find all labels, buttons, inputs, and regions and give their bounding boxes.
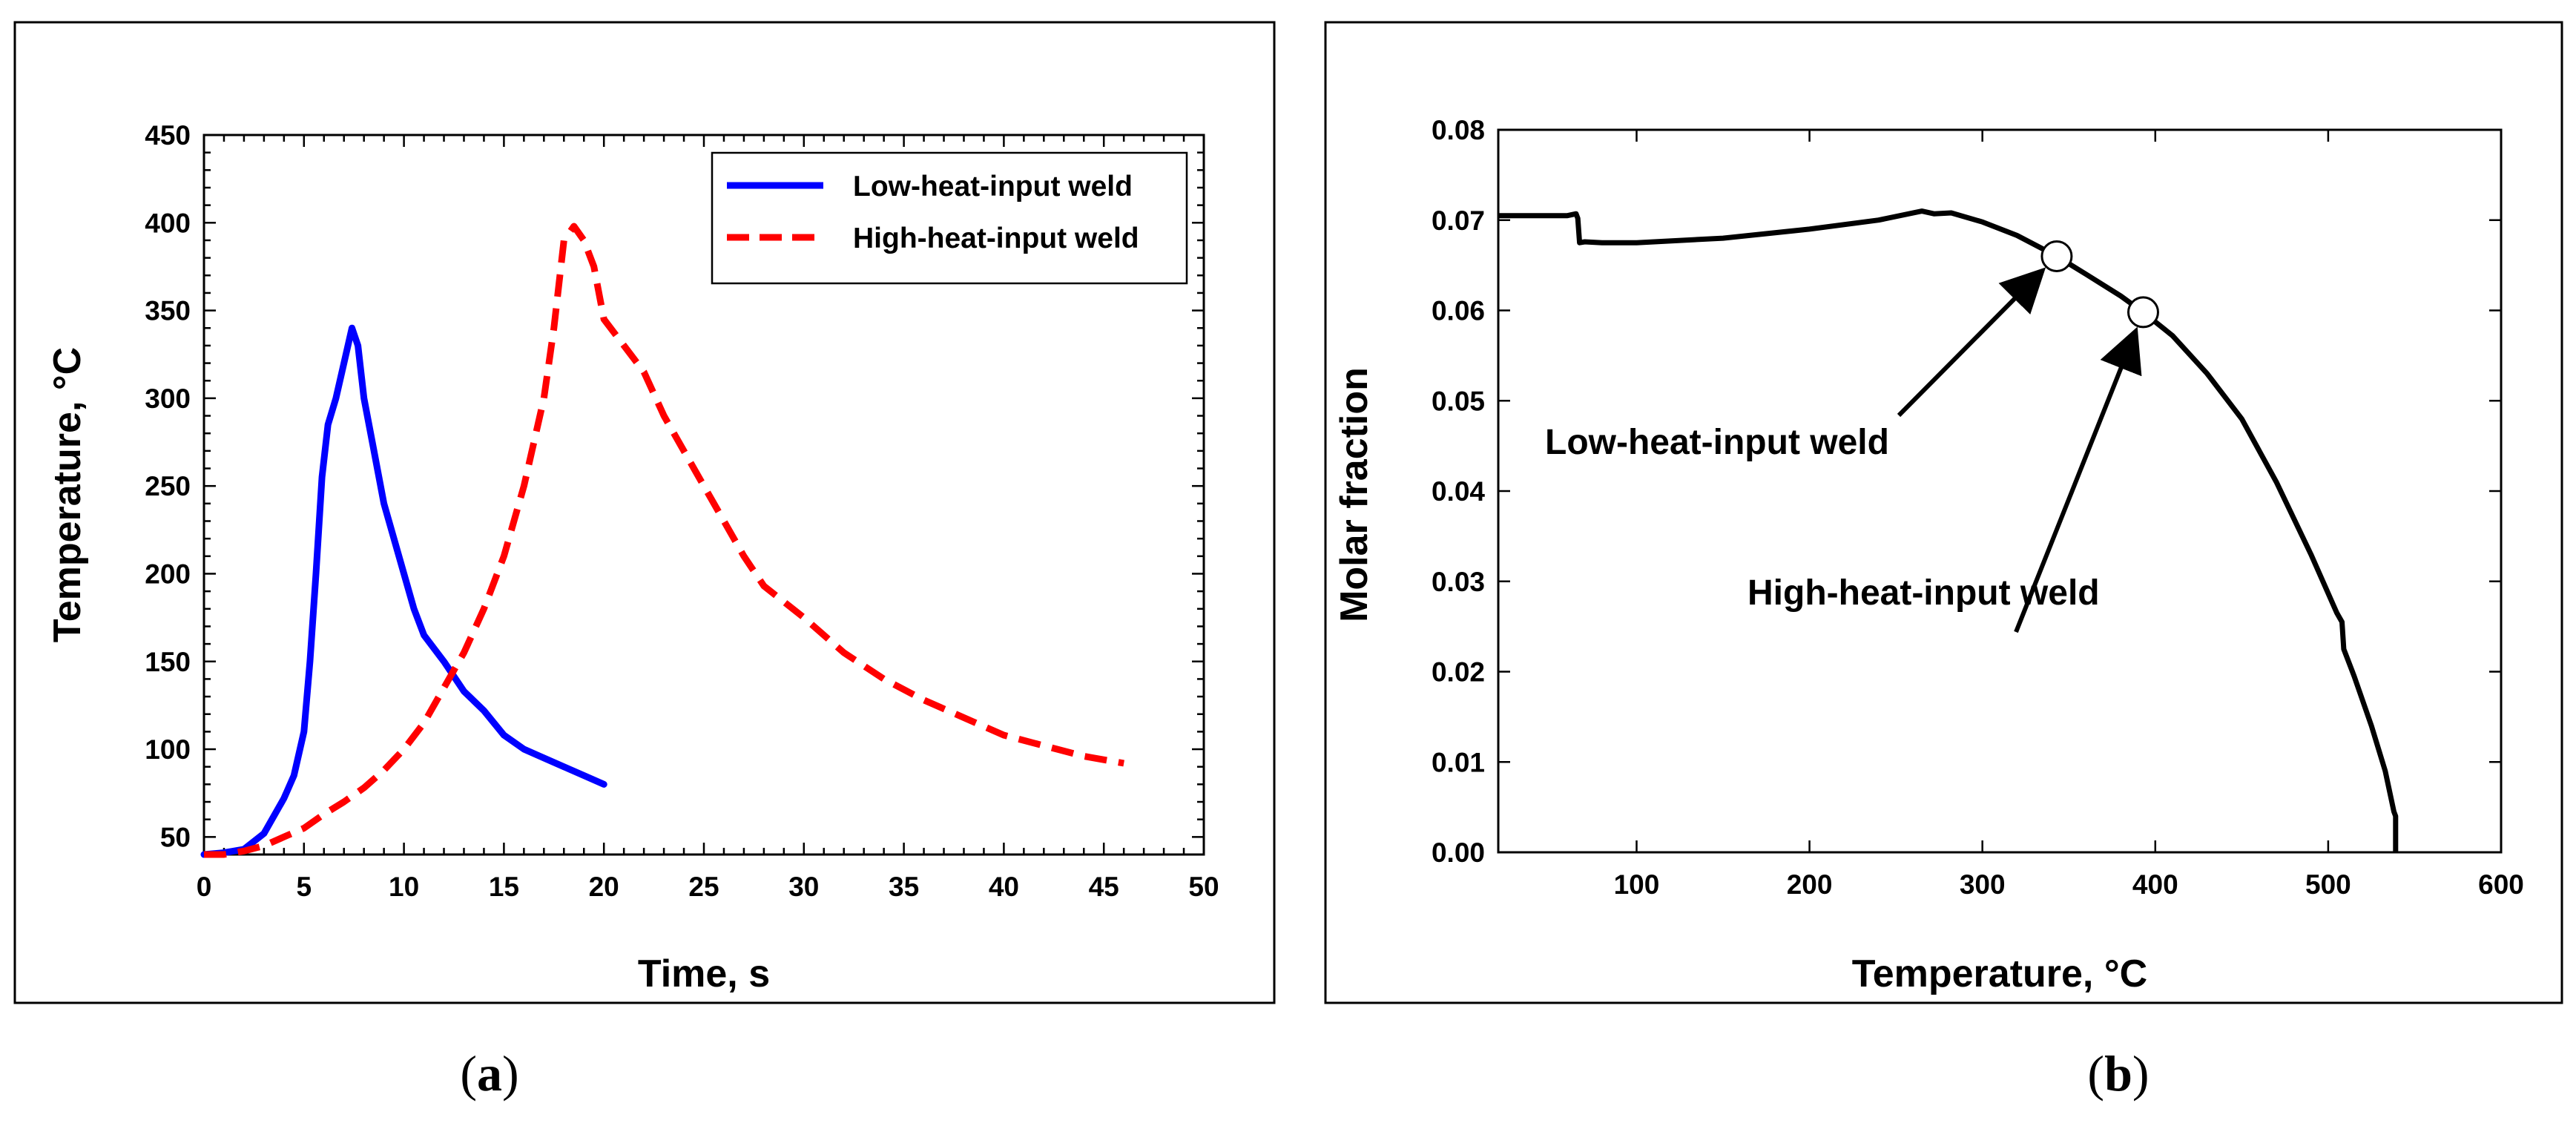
panel-b-x-tick-labels: 100 200 300 400 500 600 bbox=[1614, 869, 2524, 900]
x-tick-label: 600 bbox=[2478, 869, 2524, 900]
panel-a-legend: Low-heat-input weld High-heat-input weld bbox=[711, 151, 1188, 285]
y-tick-label: 0.06 bbox=[1432, 296, 1485, 326]
panel-b-plot-area bbox=[1497, 128, 2503, 854]
panel-b-series bbox=[1498, 208, 2399, 852]
y-tick-label: 250 bbox=[145, 471, 191, 501]
x-tick-label: 30 bbox=[788, 872, 819, 902]
y-tick-label: 0.07 bbox=[1432, 205, 1485, 236]
annotation-low-heat-input-weld: Low-heat-input weld bbox=[1545, 423, 1889, 462]
series-line-high-heat-input bbox=[204, 223, 1124, 858]
x-tick-label: 400 bbox=[2132, 869, 2178, 900]
x-tick-label: 0 bbox=[197, 872, 212, 902]
x-tick-label: 5 bbox=[297, 872, 312, 902]
legend-box bbox=[711, 151, 1188, 285]
x-tick-label: 200 bbox=[1787, 869, 1833, 900]
panel-a-frame bbox=[13, 21, 1276, 1004]
series-line-low-heat-input bbox=[200, 324, 607, 858]
y-tick-label: 450 bbox=[145, 120, 191, 151]
data-marker-circle bbox=[2040, 240, 2073, 272]
y-tick-label: 100 bbox=[145, 734, 191, 765]
y-tick-label: 0.03 bbox=[1432, 567, 1485, 597]
x-tick-label: 500 bbox=[2305, 869, 2351, 900]
panel-b-annotations: Low-heat-input weld High-heat-input weld bbox=[1545, 240, 2159, 633]
panel-b: 0.00 0.01 0.02 0.03 0.04 0.05 0.06 0.07 0.08 100… bbox=[1324, 21, 2563, 1004]
x-tick-label: 40 bbox=[989, 872, 1019, 902]
y-tick-label: 0.05 bbox=[1432, 386, 1485, 416]
y-tick-label: 50 bbox=[160, 822, 191, 852]
y-tick-label: 150 bbox=[145, 647, 191, 677]
x-tick-label: 300 bbox=[1960, 869, 2006, 900]
y-tick-label: 350 bbox=[145, 296, 191, 326]
legend-label-low-heat: Low-heat-input weld bbox=[853, 171, 1133, 203]
panel-a-ticks bbox=[202, 134, 1205, 855]
panel-a-y-tick-labels: 50 100 150 200 250 300 350 400 450 bbox=[145, 120, 191, 852]
annotation-arrow bbox=[2014, 326, 2142, 633]
annotation-high-heat-input-weld: High-heat-input weld bbox=[1747, 573, 2100, 613]
y-tick-label: 300 bbox=[145, 383, 191, 414]
x-tick-label: 10 bbox=[389, 872, 419, 902]
panel-label-a: (a) bbox=[460, 1045, 518, 1102]
panel-a-y-axis-title: Temperature, °C bbox=[46, 347, 89, 642]
x-tick-label: 25 bbox=[688, 872, 719, 902]
panel-a-x-tick-labels: 0 5 10 15 20 25 30 35 40 45 50 bbox=[197, 872, 1219, 902]
y-tick-label: 0.01 bbox=[1432, 747, 1485, 777]
y-tick-label: 0.04 bbox=[1432, 476, 1485, 507]
panel-b-ticks bbox=[1498, 128, 2503, 854]
x-tick-label: 45 bbox=[1089, 872, 1119, 902]
y-tick-label: 0.00 bbox=[1432, 837, 1485, 868]
panel-b-y-tick-labels: 0.00 0.01 0.02 0.03 0.04 0.05 0.06 0.07 0.08 bbox=[1432, 115, 1485, 868]
series-line-molar-fraction bbox=[1498, 208, 2399, 852]
x-tick-label: 100 bbox=[1614, 869, 1660, 900]
y-tick-label: 200 bbox=[145, 559, 191, 589]
data-marker-circle bbox=[2127, 296, 2159, 329]
y-tick-label: 0.08 bbox=[1432, 115, 1485, 145]
legend-label-high-heat: High-heat-input weld bbox=[853, 223, 1139, 254]
panel-label-b: (b) bbox=[2087, 1045, 2149, 1102]
panel-a-x-axis-title: Time, s bbox=[638, 952, 770, 995]
x-tick-label: 20 bbox=[589, 872, 619, 902]
annotation-arrow bbox=[1897, 267, 2046, 418]
y-tick-label: 0.02 bbox=[1432, 657, 1485, 688]
panel-b-x-axis-title: Temperature, °C bbox=[1852, 952, 2147, 995]
panel-a: 50 100 150 200 250 300 350 400 450 0 5 10 15 20 25 30 3… bbox=[13, 21, 1276, 1004]
x-tick-label: 50 bbox=[1188, 872, 1219, 902]
y-tick-label: 400 bbox=[145, 208, 191, 238]
x-tick-label: 35 bbox=[889, 872, 919, 902]
panel-b-frame bbox=[1324, 21, 2563, 1004]
x-tick-label: 15 bbox=[489, 872, 519, 902]
panel-a-series bbox=[200, 223, 1124, 858]
panel-b-y-axis-title: Molar fraction bbox=[1333, 367, 1376, 622]
